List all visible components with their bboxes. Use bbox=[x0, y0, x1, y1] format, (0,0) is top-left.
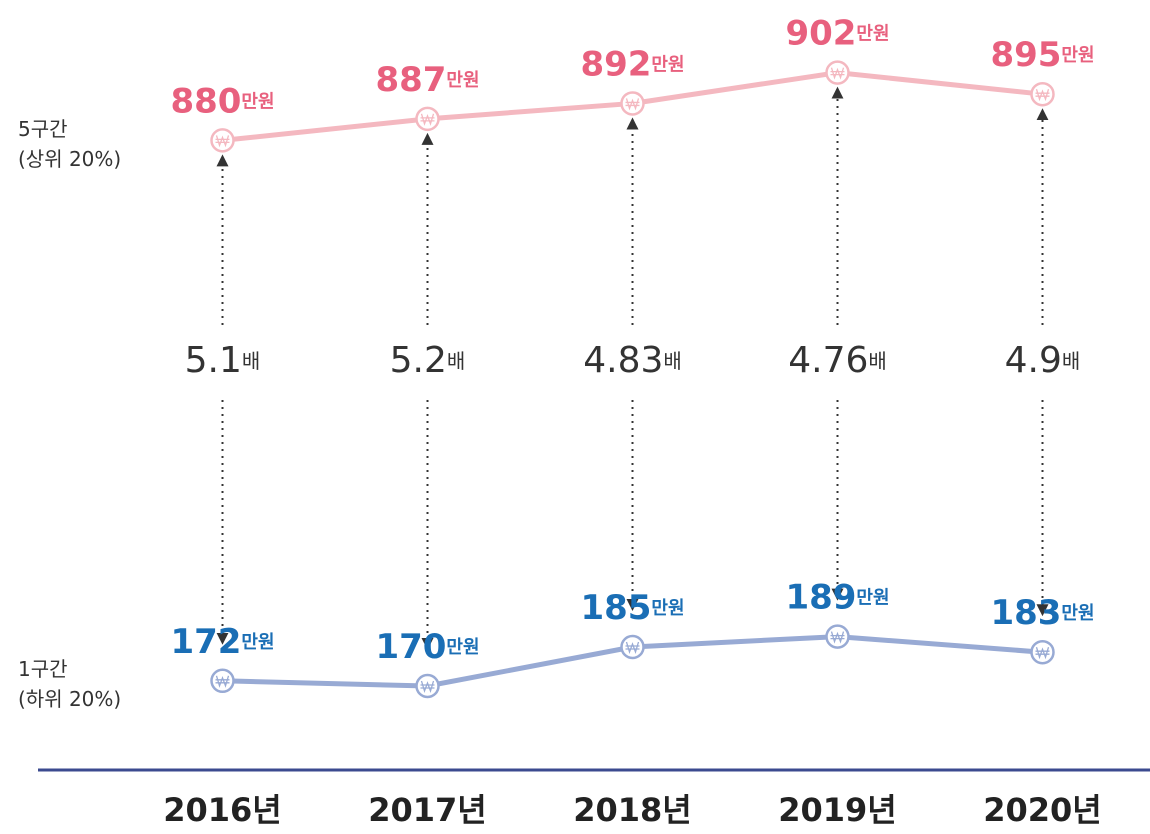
ratio-label: 4.9배 bbox=[1005, 340, 1081, 381]
won-icon bbox=[215, 135, 230, 148]
marker-circle bbox=[415, 673, 440, 699]
series-label: 1구간 (하위 20%) bbox=[18, 657, 121, 711]
marker bbox=[1030, 81, 1055, 107]
ratio-label: 4.76배 bbox=[788, 340, 887, 381]
marker bbox=[210, 128, 235, 153]
marker-circle bbox=[620, 91, 645, 116]
marker-circle bbox=[620, 634, 645, 660]
x-tick-label: 2016년 bbox=[163, 791, 282, 829]
won-icon bbox=[830, 631, 845, 644]
value-label: 189만원 bbox=[785, 577, 889, 617]
won-icon bbox=[625, 98, 640, 111]
value-label: 892만원 bbox=[580, 44, 684, 84]
marker bbox=[620, 634, 645, 660]
marker bbox=[825, 624, 850, 649]
marker-circle bbox=[210, 668, 235, 694]
won-icon bbox=[1035, 647, 1050, 660]
ratio-label: 5.1배 bbox=[185, 340, 261, 381]
won-icon bbox=[420, 113, 435, 126]
marker bbox=[825, 60, 850, 85]
marker-circle bbox=[210, 128, 235, 153]
x-tick-label: 2018년 bbox=[573, 791, 692, 829]
won-icon bbox=[215, 675, 230, 688]
marker-circle bbox=[1030, 639, 1055, 665]
value-label: 183만원 bbox=[990, 593, 1094, 633]
marker bbox=[415, 106, 440, 132]
series-label: 5구간 (상위 20%) bbox=[18, 117, 121, 171]
value-label: 880만원 bbox=[170, 81, 274, 121]
ratio-label: 5.2배 bbox=[390, 340, 466, 381]
marker-circle bbox=[825, 60, 850, 85]
value-label: 895만원 bbox=[990, 35, 1094, 75]
marker bbox=[620, 91, 645, 116]
x-tick-label: 2019년 bbox=[778, 791, 897, 829]
marker bbox=[210, 668, 235, 694]
marker bbox=[415, 673, 440, 699]
marker-circle bbox=[1030, 81, 1055, 107]
won-icon bbox=[1035, 89, 1050, 102]
value-label: 185만원 bbox=[580, 588, 684, 628]
value-label: 902만원 bbox=[785, 13, 889, 53]
marker bbox=[1030, 639, 1055, 665]
won-icon bbox=[420, 680, 435, 694]
x-tick-label: 2020년 bbox=[983, 791, 1102, 829]
marker-circle bbox=[415, 106, 440, 132]
won-icon bbox=[830, 67, 845, 80]
won-icon bbox=[625, 641, 640, 655]
value-label: 887만원 bbox=[375, 59, 479, 99]
x-tick-label: 2017년 bbox=[368, 791, 487, 829]
value-label: 172만원 bbox=[170, 621, 274, 661]
ratio-label: 4.83배 bbox=[583, 340, 682, 381]
marker-circle bbox=[825, 624, 850, 649]
value-label: 170만원 bbox=[375, 627, 479, 667]
